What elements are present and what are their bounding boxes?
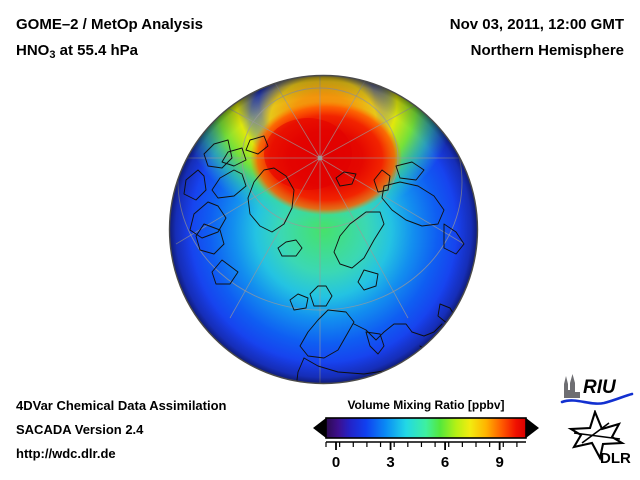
colorbar-tick-label: 3 [386, 454, 394, 471]
north-pole-marker [317, 155, 323, 161]
colorbar-extend-low [313, 418, 326, 438]
source-url-label: http://wdc.dlr.de [16, 446, 116, 461]
level-text: at 55.4 hPa [55, 42, 139, 59]
colorbar-title: Volume Mixing Ratio [ppbv] [347, 398, 505, 412]
limb-shading [169, 75, 478, 384]
cathedral-icon [564, 374, 580, 398]
dlr-wordmark: DLR [600, 450, 631, 466]
page-title: GOME–2 / MetOp Analysis [16, 16, 203, 33]
riu-wordmark: RIU [583, 377, 617, 398]
colorbar-tick-label: 9 [495, 454, 503, 471]
riu-wave-icon [560, 392, 634, 405]
version-label: SACADA Version 2.4 [16, 422, 144, 437]
header-left: GOME–2 / MetOp Analysis HNO3 at 55.4 hPa [16, 12, 203, 65]
species-prefix: HNO [16, 42, 50, 59]
timestamp-label: Nov 03, 2011, 12:00 GMT [449, 16, 624, 33]
dlr-mark-icon [567, 408, 626, 462]
species-level-label: HNO3 at 55.4 hPa [16, 38, 203, 65]
header-right: Nov 03, 2011, 12:00 GMT Northern Hemisph… [450, 12, 624, 64]
colorbar: Volume Mixing Ratio [ppbv] 0 3 6 9 [312, 398, 540, 474]
colorbar-tick-label: 0 [332, 454, 340, 471]
colorbar-gradient [326, 418, 526, 438]
dlr-logo: DLR [562, 408, 636, 467]
riu-logo: RIU [556, 372, 634, 408]
colorbar-ticks [325, 442, 518, 450]
globe-limb [168, 74, 479, 385]
globe-map [168, 74, 479, 385]
method-label: 4DVar Chemical Data Assimilation [16, 398, 227, 413]
colorbar-tick-label: 6 [441, 454, 449, 471]
colorbar-frame [325, 417, 527, 439]
colorbar-tick-labels: 0 3 6 9 [332, 454, 504, 471]
colorbar-extend-high [526, 418, 539, 438]
hemisphere-label: Northern Hemisphere [470, 42, 624, 59]
species-subscript: 3 [49, 49, 56, 61]
footer-credits: 4DVar Chemical Data Assimilation SACADA … [16, 394, 227, 466]
